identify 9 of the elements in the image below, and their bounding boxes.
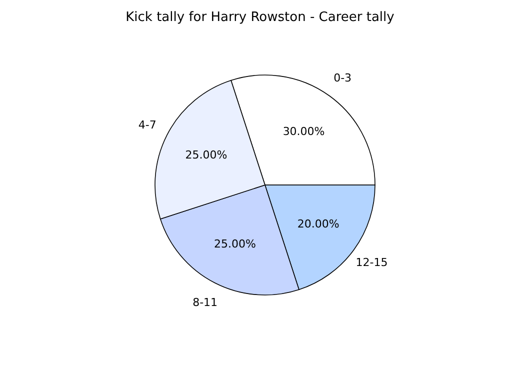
slice-label: 0-3 [334,72,352,85]
chart-title: Kick tally for Harry Rowston - Career tally [124,9,396,27]
data-label: 30.00% [282,125,325,138]
slice-label: 12-15 [356,256,388,270]
slice-label: 4-7 [138,118,156,132]
data-label: 25.00% [185,148,228,162]
data-label: 25.00% [214,237,256,250]
data-label: 20.00% [297,217,340,230]
slice-label: 8-11 [192,296,218,310]
